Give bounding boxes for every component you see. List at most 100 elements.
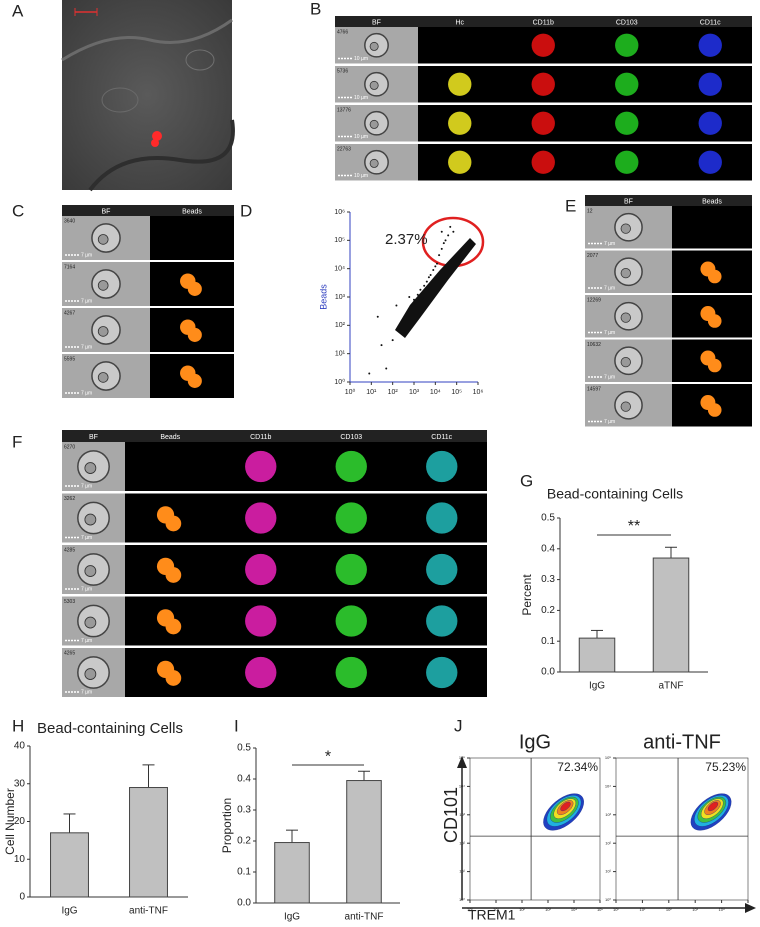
nucleus: [369, 119, 379, 129]
significance: **: [628, 518, 640, 535]
gate-percent: 72.34%: [557, 760, 598, 774]
point: [380, 344, 383, 347]
x-tick-label: 10⁰: [613, 907, 619, 912]
y-tick-label: 0.3: [237, 805, 251, 816]
column-header: CD11b: [533, 19, 554, 26]
column-header: Beads: [702, 198, 722, 205]
x-tick-label: 10⁵: [597, 907, 603, 912]
column-header: BF: [372, 19, 381, 26]
x-tick-label: 10²: [388, 389, 399, 396]
point: [432, 268, 435, 271]
point: [444, 239, 447, 242]
scale-label: 7 µm: [604, 419, 615, 425]
fluor-cell: [531, 150, 555, 174]
fluor-cell: [531, 33, 555, 57]
fluor-cell: [615, 150, 639, 174]
scale-label: 10 µm: [354, 56, 368, 62]
y-tick-label: 10⁵: [605, 755, 611, 760]
x-tick-label: IgG: [61, 906, 77, 917]
fluor-cell: [426, 605, 458, 637]
scale-label: 7 µm: [81, 535, 92, 541]
y-tick-label: 0.1: [237, 867, 251, 878]
panel-label: E: [565, 196, 576, 215]
y-tick-label: 10¹: [335, 351, 346, 358]
y-tick-label: 30: [14, 778, 26, 789]
x-tick-label: 10²: [519, 907, 525, 912]
point: [401, 319, 404, 322]
fluor-cell: [448, 150, 472, 174]
gate-percent: 75.23%: [705, 760, 746, 774]
point: [434, 265, 437, 268]
nucleus: [84, 513, 97, 526]
fluor-cell: [426, 450, 458, 483]
cell-id: 3262: [64, 496, 75, 502]
cell-id: 3640: [64, 218, 75, 224]
nucleus: [369, 80, 379, 90]
scale-label: 7 µm: [81, 689, 92, 695]
point: [416, 293, 419, 296]
fluor-cell: [698, 72, 722, 96]
scale-label: 7 µm: [81, 252, 92, 258]
point: [452, 230, 455, 233]
y-tick-label: 10³: [605, 812, 611, 817]
fluor-cell: [245, 656, 277, 689]
point: [442, 242, 445, 245]
y-axis-label: Cell Number: [3, 788, 17, 855]
cell-id: 7164: [64, 264, 75, 270]
cell-id: 4285: [64, 547, 75, 553]
panel-label: C: [12, 201, 24, 220]
y-tick-label: 0.5: [237, 743, 251, 754]
column-header: CD11b: [250, 434, 271, 441]
arrow-head: [457, 756, 467, 768]
y-tick-label: 0.1: [541, 636, 555, 647]
fluor-cell: [698, 111, 722, 135]
scale-label: 7 µm: [81, 298, 92, 304]
x-tick-label: 10³: [545, 907, 551, 912]
fluor-cell: [698, 33, 722, 57]
y-tick-label: 0.2: [541, 605, 555, 616]
bead: [187, 373, 202, 388]
cell-id: 6270: [64, 444, 75, 450]
point: [413, 298, 415, 301]
fluor-cell: [531, 111, 555, 135]
fluor-cell: [335, 605, 367, 637]
y-tick-label: 0.0: [541, 667, 555, 678]
y-axis-label: CD101: [441, 787, 461, 843]
cell-id: 22763: [337, 146, 351, 152]
fluor-cell: [426, 553, 458, 586]
column-header: Beads: [160, 434, 180, 441]
point: [440, 247, 443, 250]
cell-id: 14597: [587, 386, 601, 392]
scale-label: 7 µm: [604, 374, 615, 380]
cell-id: 4265: [64, 650, 75, 656]
header-bar: [62, 205, 234, 216]
scale-label: 10 µm: [354, 173, 368, 179]
point: [427, 276, 430, 279]
panel-label: A: [12, 1, 24, 20]
scale-label: 7 µm: [81, 390, 92, 396]
bead: [187, 281, 202, 296]
nucleus: [620, 267, 631, 279]
column-header: Hc: [455, 19, 464, 26]
y-tick-label: 10²: [605, 840, 611, 845]
point: [368, 372, 371, 375]
point: [429, 273, 432, 276]
fluor-cell: [245, 553, 277, 586]
x-tick-label: anti-TNF: [345, 912, 384, 923]
x-tick-label: IgG: [589, 681, 605, 692]
column-header: BF: [102, 208, 111, 215]
bead: [165, 567, 182, 583]
x-tick-label: 10⁰: [467, 907, 473, 912]
point: [391, 339, 394, 342]
plot-title: IgG: [519, 731, 551, 753]
nucleus: [97, 372, 109, 383]
nucleus: [369, 158, 379, 168]
bar: [578, 637, 616, 673]
bead: [707, 403, 722, 417]
fluor-cell: [448, 72, 472, 96]
nucleus: [369, 41, 379, 51]
nucleus: [97, 326, 109, 337]
cell-id: 12: [587, 208, 593, 214]
panel-label: F: [12, 432, 22, 451]
